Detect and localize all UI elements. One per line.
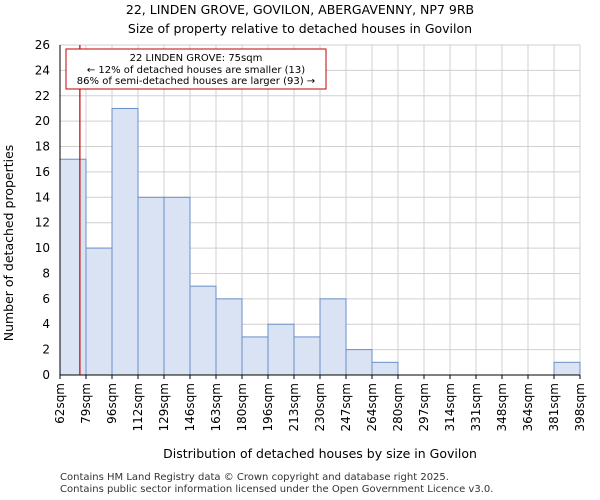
- bar: [215, 298, 243, 376]
- x-tick-label: 79sqm: [79, 383, 93, 424]
- bar: [267, 323, 295, 376]
- bar: [371, 361, 399, 376]
- x-tick-label: 129sqm: [157, 383, 171, 431]
- bars: [59, 107, 581, 376]
- x-tick-label: 280sqm: [391, 383, 405, 431]
- chart-title-line1: 22, LINDEN GROVE, GOVILON, ABERGAVENNY, …: [126, 2, 474, 17]
- x-tick-label: 62sqm: [53, 383, 67, 424]
- y-tick-label: 4: [42, 317, 50, 331]
- x-tick-label: 398sqm: [573, 383, 587, 431]
- x-tick-label: 247sqm: [339, 383, 353, 431]
- annotation-box: [65, 48, 327, 90]
- y-tick-label: 10: [35, 241, 50, 255]
- y-tick-label: 2: [42, 343, 50, 357]
- y-tick-label: 8: [42, 266, 50, 280]
- bar: [137, 196, 165, 376]
- bar: [293, 336, 321, 376]
- bar: [319, 298, 347, 376]
- y-axis-label: Number of detached properties: [1, 145, 16, 342]
- x-tick-label: 163sqm: [209, 383, 223, 431]
- y-tick-label: 20: [35, 114, 50, 128]
- y-tick-label: 24: [35, 63, 50, 77]
- bar: [85, 247, 113, 376]
- y-tick-label: 6: [42, 292, 50, 306]
- x-tick-label: 230sqm: [313, 383, 327, 431]
- y-tick-label: 22: [35, 89, 50, 103]
- x-tick-label: 364sqm: [521, 383, 535, 431]
- y-tick-label: 14: [35, 190, 50, 204]
- bar: [111, 107, 139, 376]
- x-tick-label: 381sqm: [547, 383, 561, 431]
- y-tick-label: 18: [35, 140, 50, 154]
- bar: [345, 349, 373, 376]
- x-tick-label: 196sqm: [261, 383, 275, 431]
- y-tick-label: 0: [42, 368, 50, 382]
- annotation-line2: ← 12% of detached houses are smaller (13…: [87, 65, 305, 76]
- annotation-line1: 22 LINDEN GROVE: 75sqm: [130, 53, 263, 64]
- footer-line1: Contains HM Land Registry data © Crown c…: [60, 472, 449, 483]
- annotation-line3: 86% of semi-detached houses are larger (…: [77, 76, 315, 87]
- bar: [241, 336, 269, 376]
- y-tick-label: 16: [35, 165, 50, 179]
- x-tick-label: 180sqm: [235, 383, 249, 431]
- x-tick-label: 331sqm: [469, 383, 483, 431]
- bar: [59, 158, 87, 376]
- x-tick-label: 213sqm: [287, 383, 301, 431]
- bar: [553, 361, 581, 376]
- property-marker: 22 LINDEN GROVE: 75sqm← 12% of detached …: [65, 45, 327, 375]
- x-tick-label: 112sqm: [131, 383, 145, 431]
- y-tick-label: 26: [35, 38, 50, 52]
- x-tick-label: 96sqm: [105, 383, 119, 424]
- x-tick-label: 314sqm: [443, 383, 457, 431]
- x-tick-label: 264sqm: [365, 383, 379, 431]
- y-tick-label: 12: [35, 216, 50, 230]
- footer-line2: Contains public sector information licen…: [60, 484, 494, 495]
- bar: [189, 285, 217, 376]
- x-tick-label: 297sqm: [417, 383, 431, 431]
- x-tick-label: 146sqm: [183, 383, 197, 431]
- x-tick-label: 348sqm: [495, 383, 509, 431]
- bar: [163, 196, 191, 376]
- chart-title-line2: Size of property relative to detached ho…: [128, 21, 472, 36]
- x-axis-label: Distribution of detached houses by size …: [163, 446, 477, 461]
